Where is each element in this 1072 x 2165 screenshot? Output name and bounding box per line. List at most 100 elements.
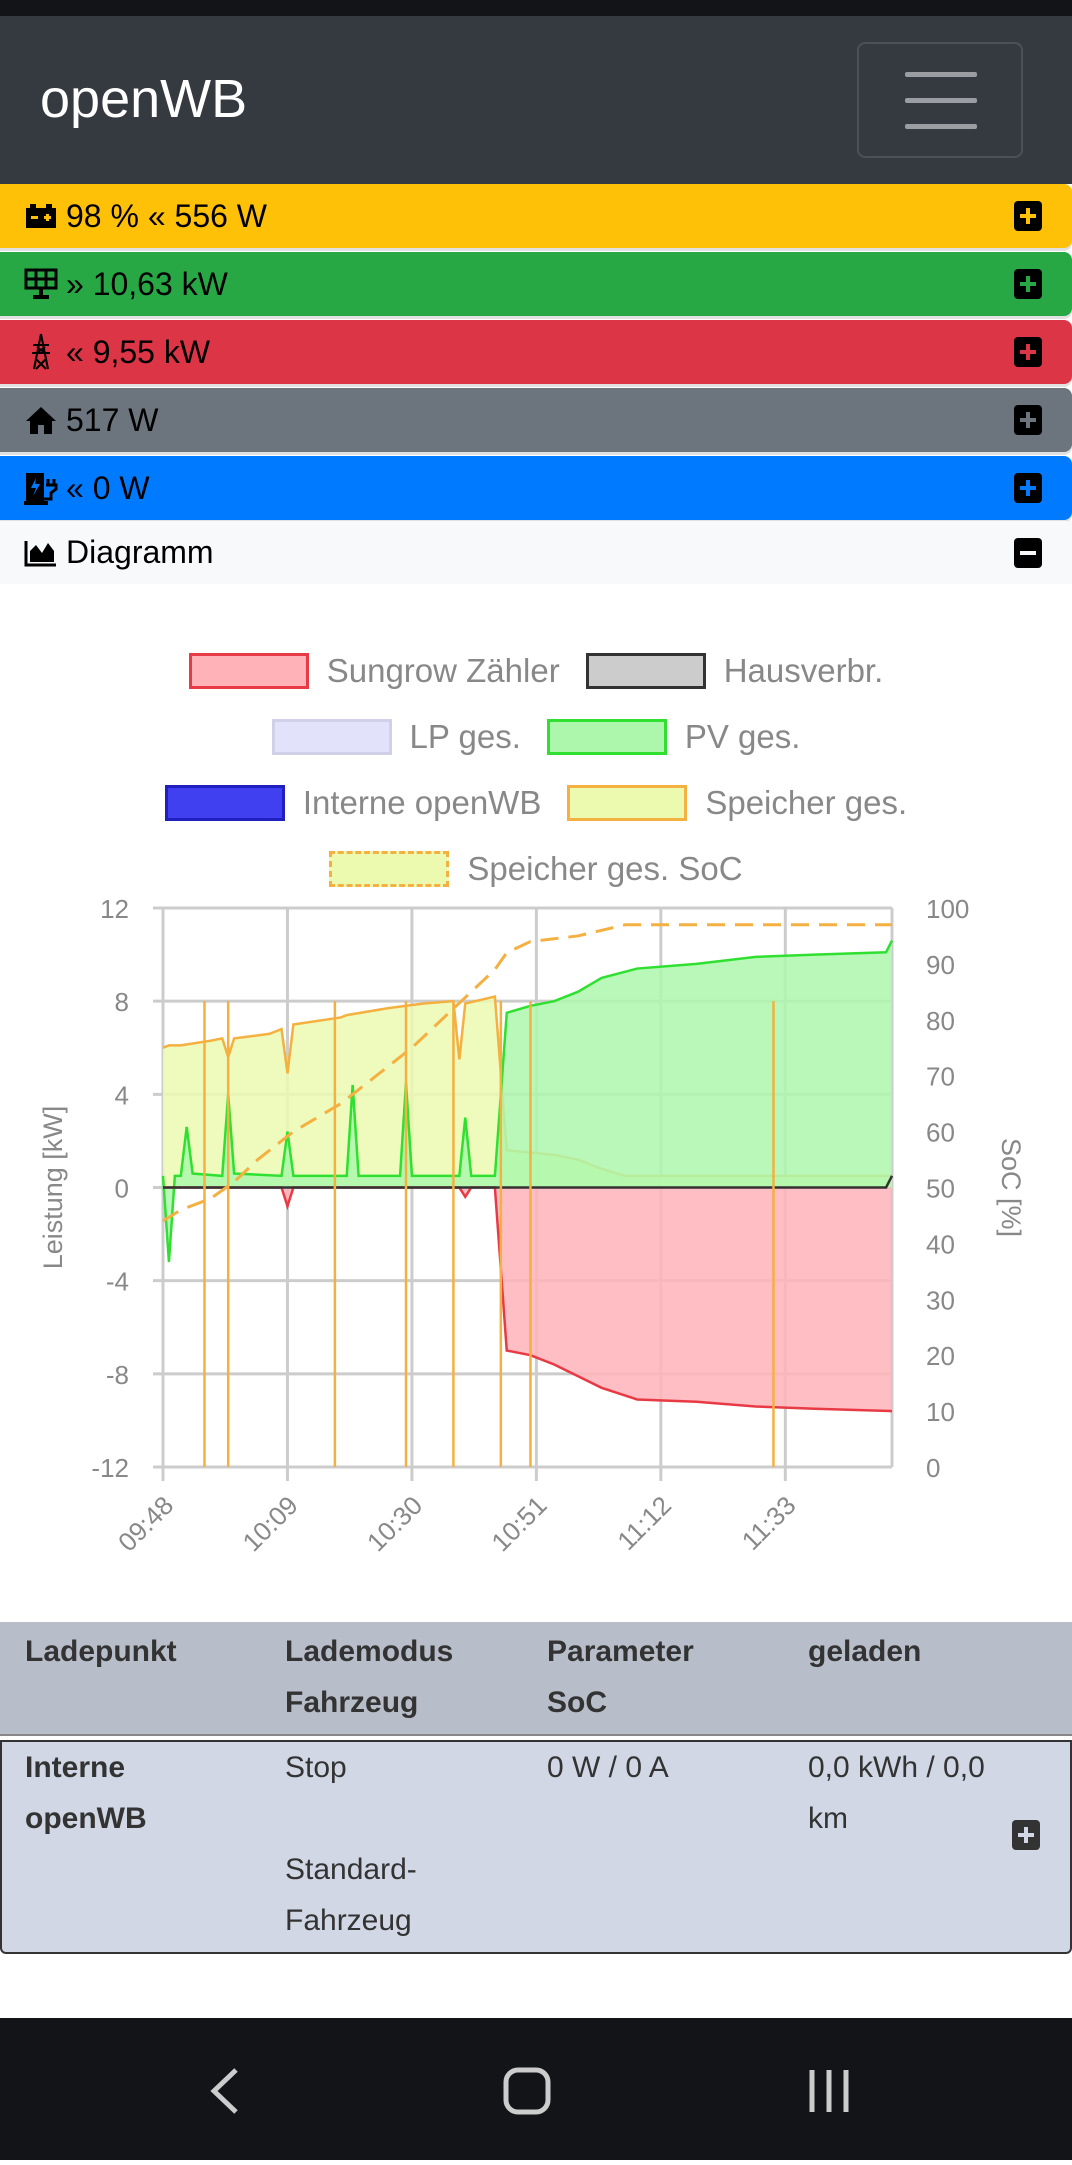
grid-line [163, 1186, 893, 1413]
system-nav-bar [0, 2018, 1072, 2160]
plus-icon[interactable] [1014, 405, 1042, 435]
y-axis-label: Leistung [kW] [38, 1106, 68, 1270]
back-icon[interactable] [210, 2068, 238, 2114]
row-diagram[interactable]: Diagramm [0, 521, 1072, 584]
header-geladen: geladen [808, 1635, 922, 1668]
house-icon [24, 403, 58, 437]
header-ladepunkt: Ladepunkt [25, 1635, 177, 1668]
row-chargepoint-value: « 0 W [66, 469, 150, 506]
legend-label: Interne openWB [302, 784, 542, 821]
chart-legend: Sungrow Zähler Hausverbr. LP ges. PV ges. In… [0, 638, 1072, 902]
row-battery-value: 98 % « 556 W [66, 197, 267, 234]
row-pv[interactable]: » 10,63 kW [0, 252, 1072, 316]
app-title[interactable]: openWB [40, 69, 248, 129]
row-diagram-value: Diagramm [66, 534, 214, 570]
solar-panel-icon [24, 267, 58, 301]
header-lademodus: Lademodus Fahrzeug [285, 1635, 454, 1719]
legend-label: LP ges. [409, 718, 521, 755]
y2-tick-label: 60 [926, 1118, 955, 1148]
row-house[interactable]: 517 W [0, 388, 1072, 452]
pv-area [163, 940, 892, 1263]
legend-item[interactable]: PV ges. [546, 718, 801, 756]
y-tick-label: -4 [106, 1267, 129, 1297]
cell-parameter: 0 W / 0 A [547, 1751, 669, 1784]
x-tick-label: 11:12 [611, 1490, 677, 1556]
legend-swatch [567, 785, 688, 821]
legend-item[interactable]: Interne openWB [164, 784, 542, 822]
x-tick-label: 11:33 [736, 1490, 802, 1556]
menu-toggle-button[interactable] [857, 42, 1023, 158]
plus-icon[interactable] [1014, 337, 1042, 367]
home-icon[interactable] [503, 2067, 551, 2115]
status-bar [0, 0, 1072, 16]
legend-swatch [164, 785, 285, 821]
row-grid-value: « 9,55 kW [66, 333, 211, 370]
cell-geladen: 0,0 kWh / 0,0 km [808, 1751, 985, 1835]
y2-tick-label: 40 [926, 1229, 955, 1259]
row-chargepoint[interactable]: « 0 W [0, 456, 1072, 520]
y2-tick-label: 0 [926, 1453, 940, 1483]
legend-item[interactable]: Speicher ges. [567, 784, 907, 822]
legend-swatch [585, 653, 706, 689]
y2-tick-label: 80 [926, 1006, 955, 1036]
y-tick-label: 12 [100, 894, 129, 924]
legend-label: Sungrow Zähler [326, 652, 560, 689]
y-tick-label: 0 [115, 1174, 129, 1204]
legend-label: Speicher ges. SoC [467, 850, 743, 887]
x-tick-label: 10:09 [236, 1490, 303, 1557]
y2-tick-label: 100 [926, 894, 969, 924]
y2-tick-label: 20 [926, 1341, 955, 1371]
plus-icon[interactable] [1014, 473, 1042, 503]
chargepoint-table: Ladepunkt Lademodus Fahrzeug Parameter SoC… [0, 1622, 1072, 1954]
y-tick-label: 8 [115, 987, 129, 1017]
header-parameter: Parameter SoC [547, 1635, 694, 1719]
y-tick-label: -12 [91, 1453, 129, 1483]
navbar: openWB [0, 16, 1072, 184]
legend-swatch [546, 719, 667, 755]
cell-ladepunkt: Interne openWB [25, 1751, 147, 1835]
legend-swatch [188, 653, 309, 689]
legend-label: PV ges. [684, 718, 801, 755]
x-tick-label: 10:51 [485, 1490, 552, 1557]
legend-item[interactable]: Speicher ges. SoC [329, 850, 743, 888]
area-chart-icon [24, 536, 58, 570]
power-tower-icon [24, 333, 58, 370]
plus-icon[interactable] [1014, 201, 1042, 231]
legend-item[interactable]: Hausverbr. [585, 652, 884, 690]
charging-station-icon [24, 471, 58, 505]
y2-tick-label: 50 [926, 1174, 955, 1204]
row-battery[interactable]: 98 % « 556 W [0, 184, 1072, 248]
x-tick-label: 09:48 [112, 1490, 179, 1557]
legend-swatch [329, 851, 450, 887]
row-grid[interactable]: « 9,55 kW [0, 320, 1072, 384]
y2-tick-label: 30 [926, 1285, 955, 1315]
legend-item[interactable]: LP ges. [271, 718, 521, 756]
minus-icon[interactable] [1014, 537, 1042, 568]
recent-apps-icon[interactable] [809, 2070, 849, 2112]
y-tick-label: -8 [106, 1360, 129, 1390]
battery-icon [24, 199, 58, 233]
speicher-area [163, 996, 892, 1188]
expand-row-button[interactable] [1012, 1820, 1040, 1850]
legend-item[interactable]: Sungrow Zähler [188, 652, 560, 690]
y-tick-label: 4 [115, 1080, 129, 1110]
table-header: Ladepunkt Lademodus Fahrzeug Parameter SoC… [0, 1622, 1072, 1736]
row-house-value: 517 W [66, 401, 159, 438]
y2-tick-label: 70 [926, 1062, 955, 1092]
cell-lademodus[interactable]: Stop Standard- Fahrzeug [285, 1751, 417, 1937]
legend-label: Speicher ges. [705, 784, 908, 821]
chart-panel: Sungrow Zähler Hausverbr. LP ges. PV ges. In… [0, 584, 1072, 1620]
grid-area [163, 1187, 892, 1412]
hamburger-icon [905, 72, 977, 77]
legend-label: Hausverbr. [723, 652, 884, 689]
y2-tick-label: 90 [926, 950, 955, 980]
house-line [163, 1175, 894, 1189]
row-pv-value: » 10,63 kW [66, 265, 228, 302]
soc-line [162, 923, 892, 1223]
y2-tick-label: 10 [926, 1397, 955, 1427]
table-row[interactable]: Interne openWB Stop Standard- Fahrzeug 0 W … [0, 1740, 1072, 1954]
plus-icon[interactable] [1014, 269, 1042, 299]
y2-axis-label: SoC [%] [996, 1138, 1026, 1237]
legend-swatch [271, 719, 392, 755]
